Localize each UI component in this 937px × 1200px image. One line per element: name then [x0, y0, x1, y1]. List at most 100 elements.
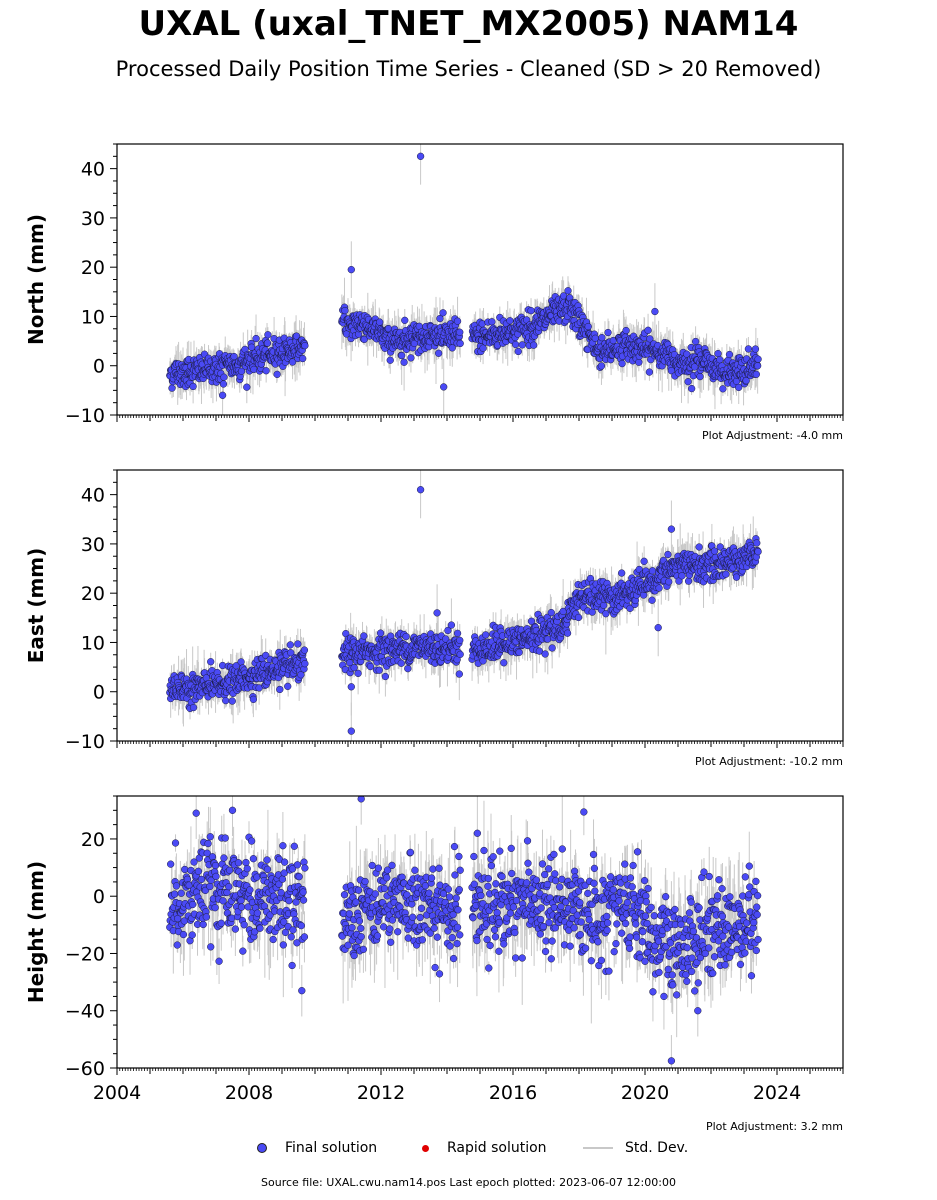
- final-solution-point: [444, 626, 452, 635]
- final-solution-point: [207, 658, 215, 666]
- final-solution-point: [301, 342, 309, 350]
- final-solution-point: [622, 326, 630, 335]
- final-solution-point: [453, 317, 462, 325]
- final-solution-point: [742, 377, 750, 385]
- final-solution-point: [714, 349, 722, 358]
- final-solution-point: [447, 621, 456, 629]
- final-solution-point: [514, 347, 522, 356]
- final-solution-point: [434, 349, 443, 357]
- final-solution-point: [479, 344, 487, 352]
- final-solution-point: [535, 647, 544, 655]
- chart-title: UXAL (uxal_TNET_MX2005) NAM14: [138, 4, 799, 44]
- final-solution-point: [735, 383, 743, 392]
- y-tick-label: 20: [81, 257, 105, 279]
- final-solution-point: [691, 363, 699, 371]
- final-solution-point: [407, 354, 415, 362]
- final-solution-point: [456, 328, 464, 336]
- final-solution-point: [189, 382, 197, 391]
- panel-north: −10 0 10 20 30 40 North (mm) Plot Adjustment: -…: [24, 143, 844, 442]
- final-solution-point: [598, 334, 606, 342]
- final-solution-point: [648, 567, 657, 575]
- final-solution-point: [276, 685, 284, 694]
- final-solution-point: [640, 557, 648, 565]
- final-solution-point: [299, 354, 307, 363]
- final-solution-point: [416, 152, 425, 160]
- final-solution-point: [286, 641, 295, 649]
- final-solution-point: [584, 322, 592, 331]
- final-solution-point: [297, 671, 305, 679]
- final-solution-point: [440, 383, 448, 391]
- data-layer: [166, 470, 762, 741]
- y-tick-label: 30: [81, 208, 105, 230]
- final-solution-point: [376, 318, 384, 326]
- final-solution-point: [564, 287, 572, 295]
- final-solution-point: [626, 604, 634, 613]
- final-solution-point: [725, 350, 734, 359]
- final-solution-point: [518, 341, 526, 349]
- final-solution-point: [752, 370, 760, 378]
- final-solution-point: [691, 337, 700, 346]
- final-solution-point: [249, 695, 258, 703]
- final-solution-point: [744, 345, 753, 353]
- final-solution-point: [375, 666, 383, 674]
- final-solution-point: [488, 318, 496, 326]
- y-tick-label: 40: [81, 159, 105, 181]
- final-solution-point: [754, 355, 762, 363]
- final-solution-point: [264, 331, 272, 339]
- final-solution-point: [381, 672, 390, 681]
- final-solution-point: [439, 309, 447, 317]
- final-solution-point: [243, 383, 251, 391]
- final-solution-point: [341, 306, 349, 315]
- final-solution-point: [541, 650, 549, 658]
- final-solution-point: [220, 373, 228, 381]
- final-solution-point: [687, 384, 696, 393]
- final-solution-point: [548, 644, 556, 652]
- final-solution-point: [230, 352, 238, 361]
- final-solution-point: [574, 613, 583, 622]
- final-solution-point: [635, 358, 643, 366]
- final-solution-point: [222, 696, 230, 705]
- final-solution-point: [456, 636, 464, 644]
- final-solution-point: [168, 384, 176, 392]
- final-solution-point: [386, 356, 394, 364]
- final-solution-point: [284, 682, 292, 691]
- final-solution-point: [360, 632, 368, 640]
- final-solution-point: [651, 307, 659, 316]
- final-solution-point: [456, 650, 464, 658]
- final-solution-point: [644, 326, 652, 334]
- final-solution-point: [455, 670, 463, 678]
- y-tick-label: 0: [93, 356, 105, 378]
- final-solution-point: [645, 368, 654, 376]
- final-solution-point: [347, 265, 355, 274]
- final-solution-point: [228, 697, 236, 705]
- final-solution-point: [506, 317, 514, 325]
- plot-adjustment-note: Plot Adjustment: -4.0 mm: [702, 429, 843, 442]
- final-solution-point: [618, 359, 626, 368]
- final-solution-point: [751, 345, 760, 353]
- final-solution-point: [602, 610, 610, 618]
- final-solution-point: [288, 358, 297, 366]
- final-solution-point: [527, 307, 535, 315]
- final-solution-point: [648, 596, 656, 604]
- final-solution-point: [292, 332, 301, 340]
- final-solution-point: [684, 378, 692, 386]
- y-tick-label: 10: [81, 306, 105, 328]
- final-solution-point: [683, 350, 691, 358]
- final-solution-point: [401, 316, 409, 324]
- final-solution-point: [376, 629, 385, 637]
- final-solution-point: [294, 640, 302, 648]
- final-solution-point: [453, 629, 462, 637]
- final-solution-point: [350, 664, 358, 672]
- final-solution-point: [716, 356, 724, 364]
- final-solution-point: [563, 629, 572, 637]
- final-solution-point: [397, 659, 405, 667]
- final-solution-point: [360, 335, 368, 344]
- final-solution-point: [219, 380, 228, 388]
- final-solution-point: [597, 362, 606, 370]
- final-solution-point: [218, 391, 227, 399]
- final-solution-point: [402, 632, 410, 641]
- final-solution-point: [436, 314, 444, 323]
- chart-subtitle: Processed Daily Position Time Series - C…: [115, 57, 822, 81]
- final-solution-point: [398, 351, 406, 360]
